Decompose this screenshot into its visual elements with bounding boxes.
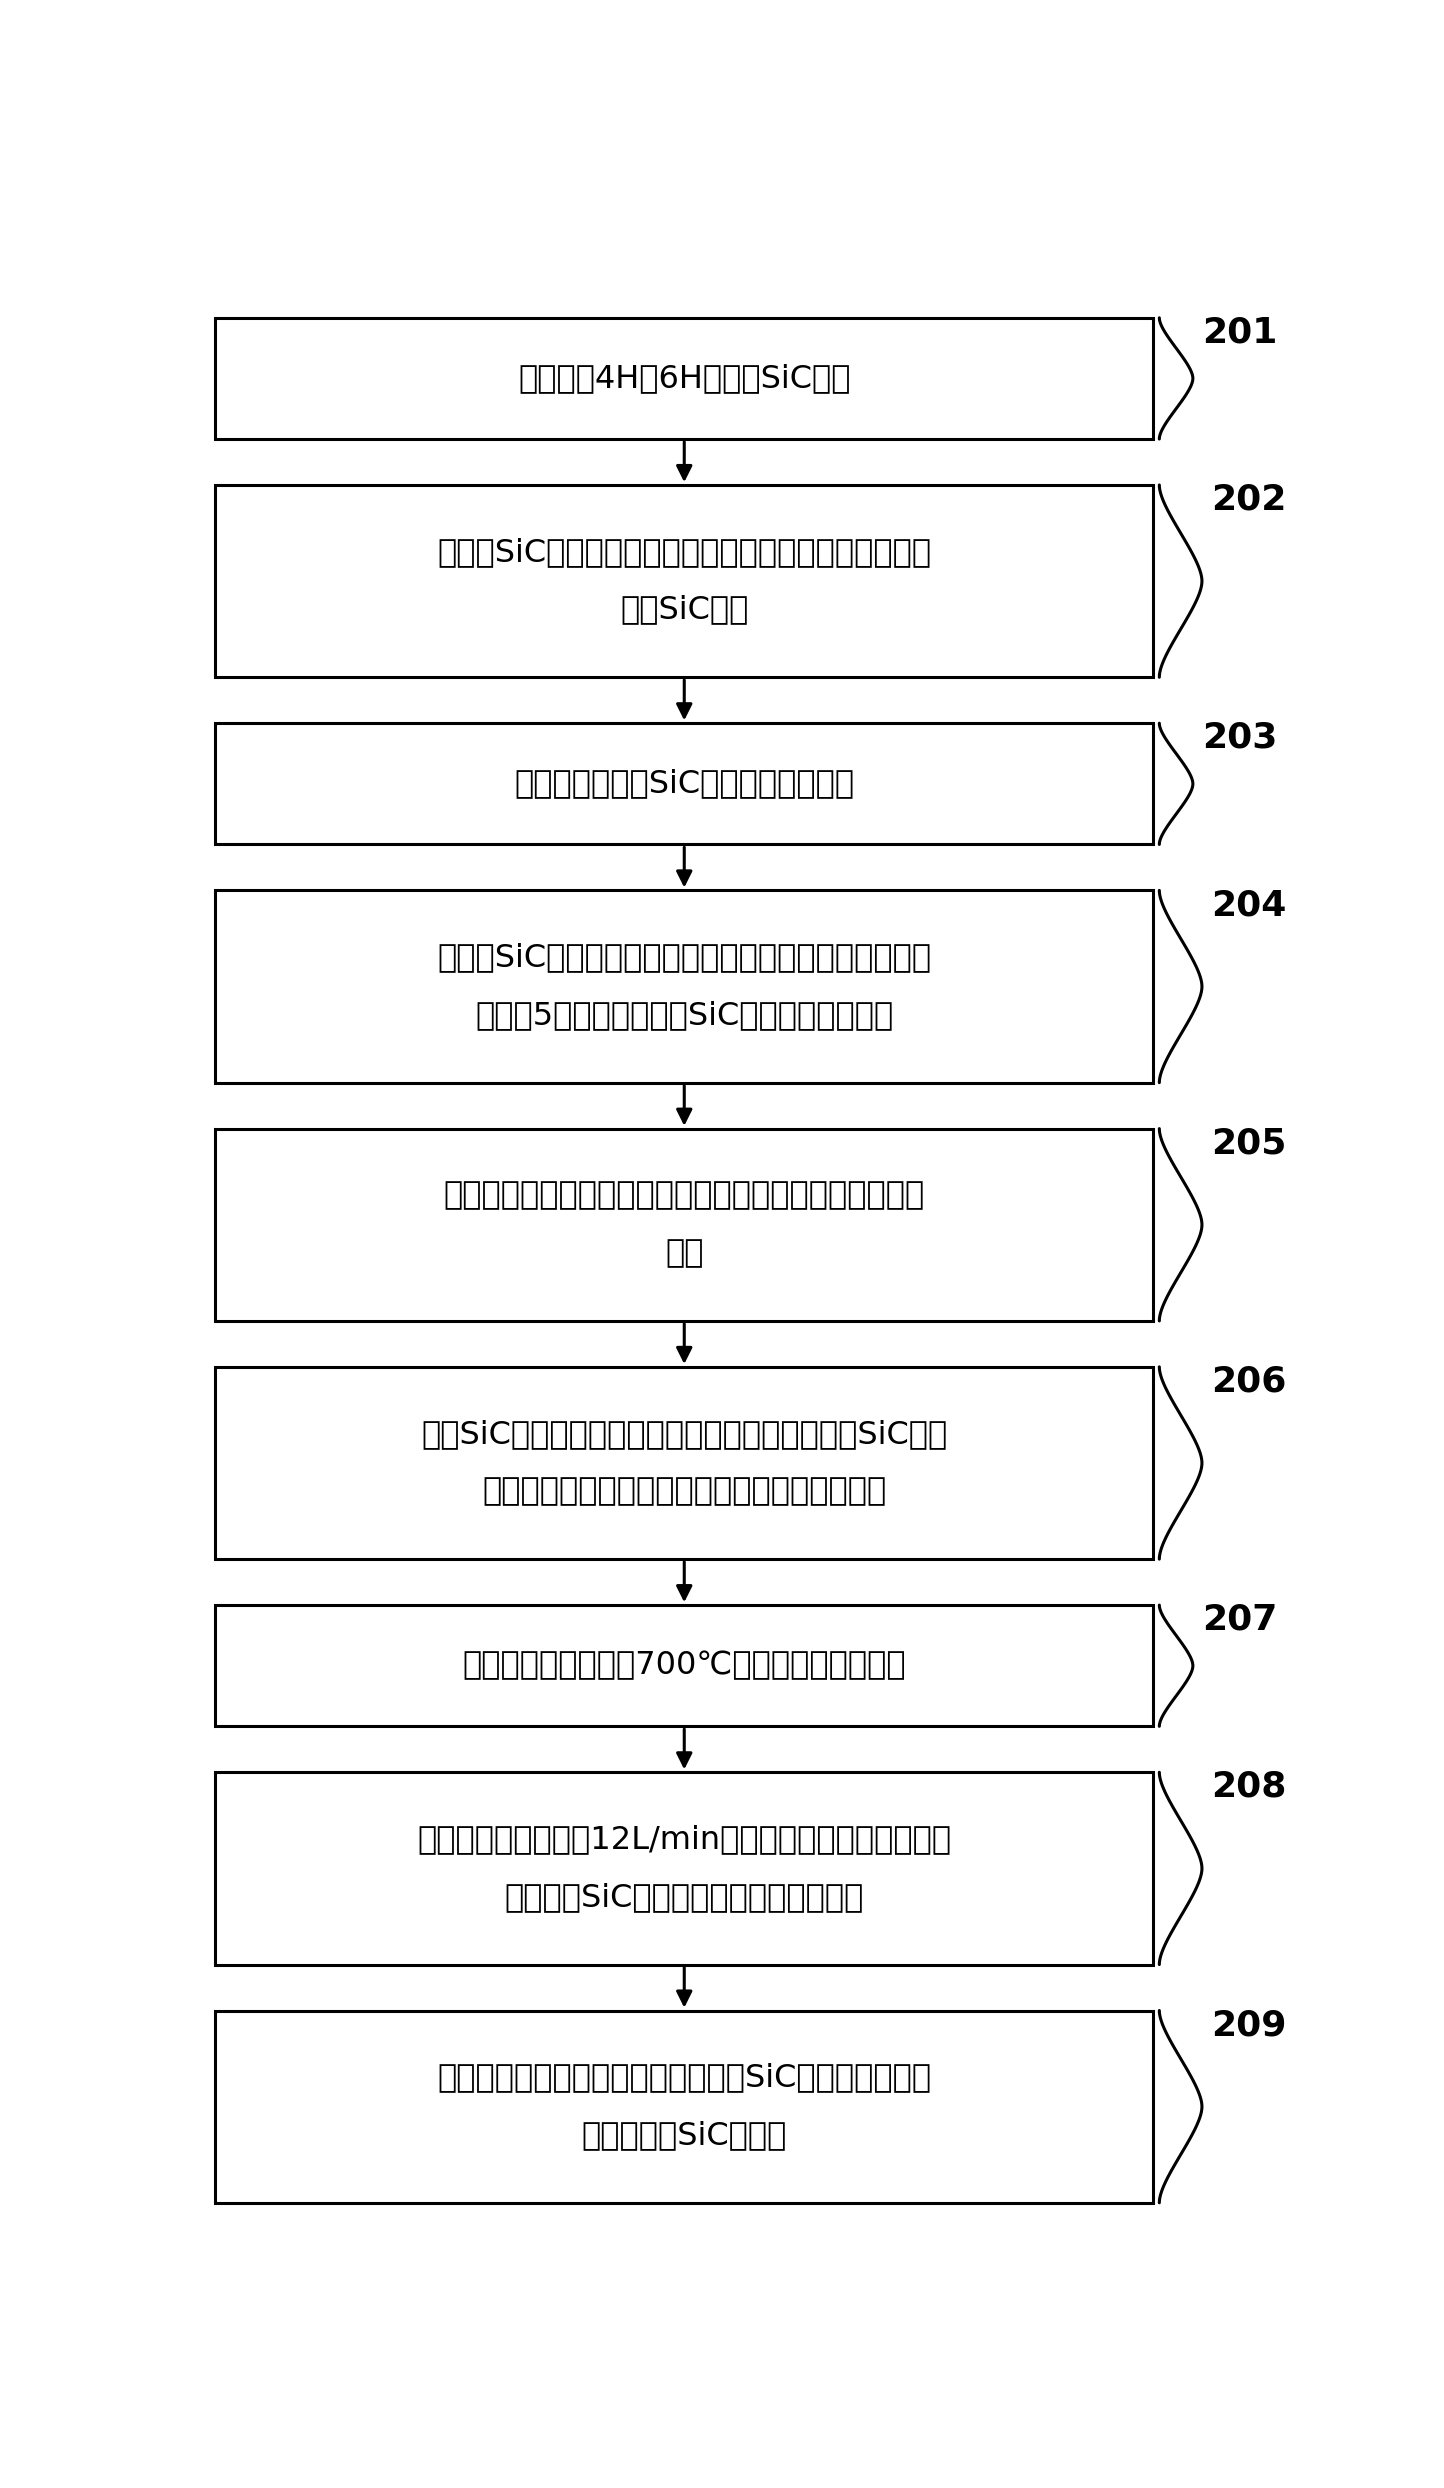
Text: 层的加工SiC衬底在氩气环境下继续冷却: 层的加工SiC衬底在氩气环境下继续冷却 — [504, 1881, 864, 1913]
Text: 将原始SiC衬底进行显影处理和干刻蚀工艺处理，处理为: 将原始SiC衬底进行显影处理和干刻蚀工艺处理，处理为 — [438, 537, 931, 567]
Text: 208: 208 — [1212, 1769, 1287, 1804]
Text: 将加工SiC衬底放置到外延炉中，开始原位刻蚀，刻蚀时: 将加工SiC衬底放置到外延炉中，开始原位刻蚀，刻蚀时 — [438, 943, 931, 973]
Text: 202: 202 — [1212, 483, 1287, 518]
Text: 207: 207 — [1203, 1602, 1278, 1637]
Text: 室温，取出SiC外延片: 室温，取出SiC外延片 — [582, 2120, 787, 2152]
FancyBboxPatch shape — [215, 1366, 1154, 1560]
FancyBboxPatch shape — [215, 724, 1154, 843]
Text: 加工SiC衬底: 加工SiC衬底 — [619, 595, 748, 624]
FancyBboxPatch shape — [215, 2010, 1154, 2202]
Text: 203: 203 — [1203, 722, 1278, 754]
Text: 204: 204 — [1212, 888, 1287, 923]
FancyBboxPatch shape — [215, 318, 1154, 438]
Text: 加工SiC衬底在刻蚀图形内角处进行悬臂生长生成SiC外延: 加工SiC衬底在刻蚀图形内角处进行悬臂生长生成SiC外延 — [422, 1418, 947, 1451]
Text: 当外延炉温度降低到700℃以后，停止通入氢气: 当外延炉温度降低到700℃以后，停止通入氢气 — [462, 1650, 905, 1682]
Text: 209: 209 — [1212, 2008, 1287, 2043]
Text: 201: 201 — [1203, 316, 1278, 348]
Text: 抑制: 抑制 — [666, 1239, 703, 1269]
Text: 对刻蚀后的加工SiC衬底进行表面清洗: 对刻蚀后的加工SiC衬底进行表面清洗 — [514, 769, 855, 799]
Text: 间保持5分钟以去除加工SiC衬底上的表面缺陷: 间保持5分钟以去除加工SiC衬底上的表面缺陷 — [475, 1000, 894, 1030]
Text: 205: 205 — [1212, 1127, 1287, 1159]
Text: 选取正轴4H或6H的原始SiC衬底: 选取正轴4H或6H的原始SiC衬底 — [518, 363, 851, 393]
FancyBboxPatch shape — [215, 891, 1154, 1082]
Text: 缓慢提高外延炉气压到常压，使加工SiC衬底自然冷却至: 缓慢提高外延炉气压到常压，使加工SiC衬底自然冷却至 — [438, 2063, 931, 2092]
Text: 片，生长出的悬臂为无缺陷的碳硅双原子层结构: 片，生长出的悬臂为无缺陷的碳硅双原子层结构 — [482, 1475, 887, 1508]
FancyBboxPatch shape — [215, 1771, 1154, 1966]
Text: 向外延炉通入流量为12L/min的氩气，使长有碳化硅外延: 向外延炉通入流量为12L/min的氩气，使长有碳化硅外延 — [417, 1824, 952, 1856]
FancyBboxPatch shape — [215, 1130, 1154, 1321]
Text: 206: 206 — [1212, 1363, 1287, 1398]
FancyBboxPatch shape — [215, 1605, 1154, 1727]
Text: 在高温、低反应源条件下进行同质外延，表面成核过程被: 在高温、低反应源条件下进行同质外延，表面成核过程被 — [443, 1179, 924, 1212]
FancyBboxPatch shape — [215, 485, 1154, 677]
